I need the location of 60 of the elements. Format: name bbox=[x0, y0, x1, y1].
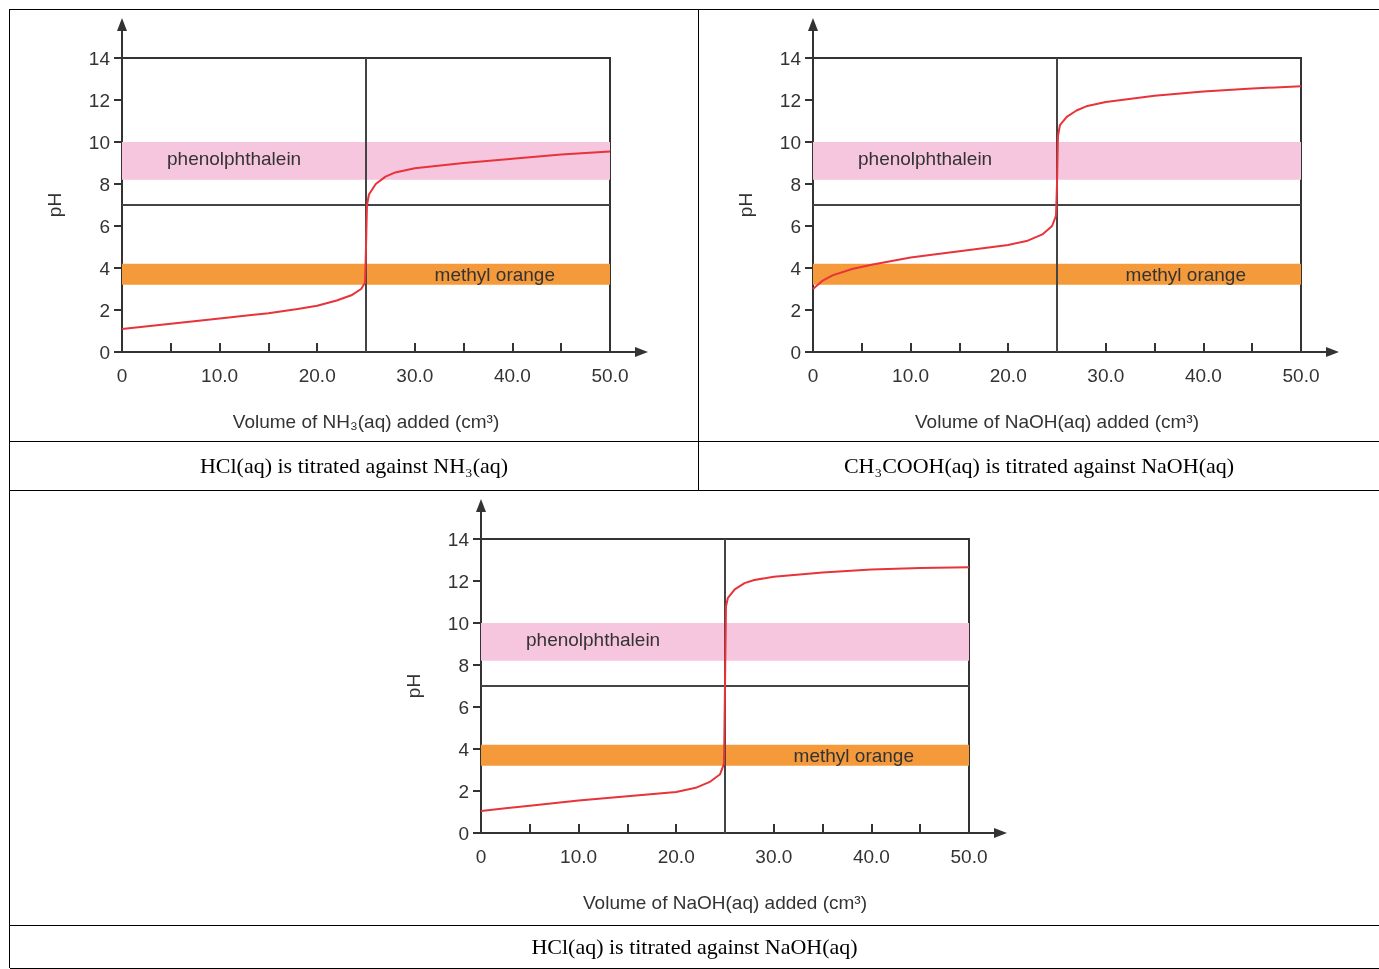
x-axis-title: Volume of NaOH(aq) added (cm³) bbox=[582, 892, 868, 913]
x-tick-label: 50.0 bbox=[591, 365, 629, 386]
y-tick-label: 12 bbox=[88, 89, 110, 111]
x-tick-label: 30.0 bbox=[396, 365, 434, 386]
x-tick-label: 20.0 bbox=[657, 846, 695, 867]
y-tick-label: 4 bbox=[790, 257, 802, 279]
band-label: phenolphthalein bbox=[858, 148, 993, 170]
y-tick-label: 14 bbox=[779, 47, 802, 69]
band-label: phenolphthalein bbox=[526, 629, 661, 651]
y-tick-label: 8 bbox=[458, 654, 469, 676]
band-label: methyl orange bbox=[434, 263, 555, 285]
y-tick-label: 0 bbox=[99, 341, 110, 363]
y-axis-title: pH bbox=[44, 192, 65, 218]
line-series bbox=[121, 150, 611, 330]
y-tick-label: 10 bbox=[447, 612, 469, 634]
x-tick-label: 40.0 bbox=[493, 365, 531, 386]
text: CH₃COOH(aq) is titrated against NaOH(aq) bbox=[699, 441, 1379, 491]
x-tick-label: 40.0 bbox=[852, 846, 890, 867]
text: HCl(aq) is titrated against NaOH(aq) bbox=[10, 925, 1379, 969]
band-label: methyl orange bbox=[1125, 263, 1246, 285]
line-series bbox=[812, 85, 1302, 290]
y-axis-title: pH bbox=[403, 673, 424, 699]
x-axis-title: Volume of NaOH(aq) added (cm³) bbox=[914, 411, 1200, 432]
x-tick-label: 10.0 bbox=[892, 365, 930, 386]
text: HCl(aq) is titrated against NH₃(aq) bbox=[10, 441, 698, 491]
y-tick-label: 2 bbox=[99, 299, 110, 321]
x-tick-label: 50.0 bbox=[950, 846, 988, 867]
x-tick-label: 20.0 bbox=[989, 365, 1027, 386]
y-tick-label: 4 bbox=[458, 738, 470, 760]
x-tick-label: 30.0 bbox=[1087, 365, 1125, 386]
x-tick-label: 0 bbox=[475, 846, 487, 867]
y-tick-label: 10 bbox=[779, 131, 801, 153]
x-tick-label: 10.0 bbox=[201, 365, 239, 386]
y-tick-label: 8 bbox=[99, 173, 110, 195]
band-label: phenolphthalein bbox=[167, 148, 302, 170]
y-tick-label: 2 bbox=[790, 299, 801, 321]
y-tick-label: 12 bbox=[779, 89, 801, 111]
y-tick-label: 12 bbox=[447, 570, 469, 592]
x-tick-label: 0 bbox=[807, 365, 819, 386]
x-tick-label: 20.0 bbox=[298, 365, 336, 386]
band-label: methyl orange bbox=[793, 744, 914, 766]
y-tick-label: 6 bbox=[99, 215, 110, 237]
x-tick-label: 10.0 bbox=[560, 846, 598, 867]
y-tick-label: 0 bbox=[458, 822, 469, 844]
y-tick-label: 14 bbox=[88, 47, 111, 69]
y-tick-label: 6 bbox=[458, 696, 469, 718]
x-tick-label: 40.0 bbox=[1184, 365, 1222, 386]
y-tick-label: 2 bbox=[458, 780, 469, 802]
y-tick-label: 14 bbox=[447, 528, 470, 550]
y-tick-label: 4 bbox=[99, 257, 111, 279]
line-series bbox=[480, 566, 970, 812]
x-tick-label: 30.0 bbox=[755, 846, 793, 867]
x-tick-label: 0 bbox=[116, 365, 128, 386]
x-tick-label: 50.0 bbox=[1282, 365, 1320, 386]
y-tick-label: 0 bbox=[790, 341, 801, 363]
y-tick-label: 10 bbox=[88, 131, 110, 153]
y-tick-label: 6 bbox=[790, 215, 801, 237]
y-tick-label: 8 bbox=[790, 173, 801, 195]
y-axis-title: pH bbox=[735, 192, 756, 218]
x-axis-title: Volume of NH₃(aq) added (cm³) bbox=[232, 411, 500, 432]
